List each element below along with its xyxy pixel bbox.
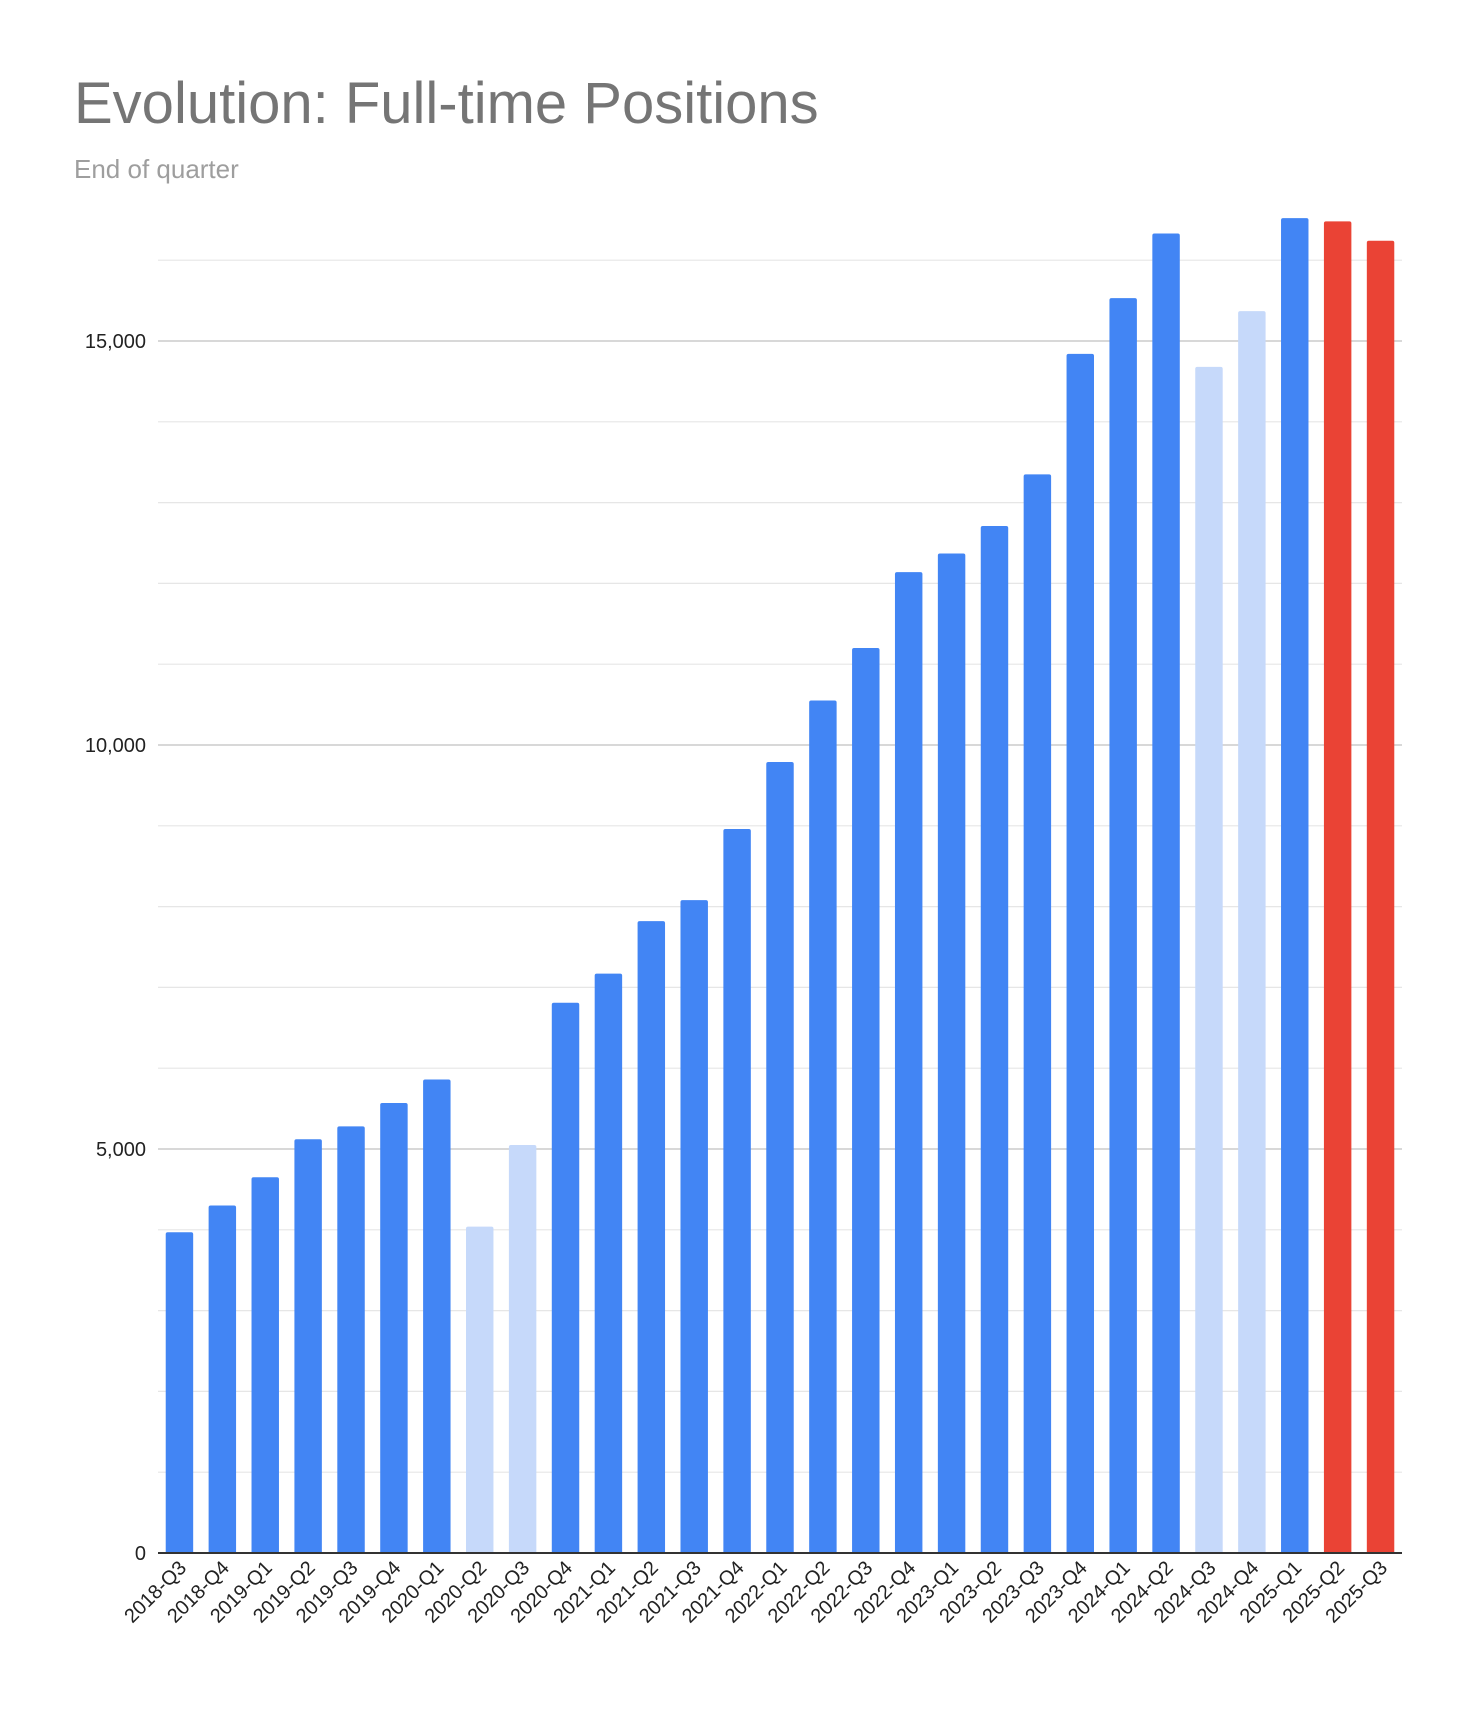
bar-2025-Q2: [1323, 221, 1352, 1553]
bar-2023-Q3: [1023, 474, 1052, 1553]
chart-title: Evolution: Full-time Positions: [74, 71, 819, 136]
bar-2023-Q2: [980, 526, 1009, 1553]
bar-2019-Q3: [337, 1126, 365, 1553]
y-tick-label: 5,000: [96, 1139, 146, 1161]
bar-2023-Q4: [1066, 353, 1095, 1554]
bar-2019-Q4: [380, 1102, 408, 1553]
bar-2019-Q1: [251, 1177, 279, 1553]
y-tick-label: 0: [135, 1543, 146, 1565]
bar-2024-Q4: [1238, 311, 1266, 1553]
bar-2021-Q3: [680, 900, 708, 1553]
y-tick-label: 10,000: [85, 735, 146, 757]
bar-2025-Q3: [1366, 240, 1395, 1554]
bar-2024-Q3: [1195, 366, 1223, 1554]
bar-2022-Q3: [852, 648, 880, 1553]
bar-2021-Q4: [723, 829, 751, 1553]
bar-2018-Q4: [208, 1205, 237, 1553]
bar-2019-Q2: [294, 1139, 322, 1553]
bars: [165, 218, 1395, 1554]
bar-2023-Q1: [937, 553, 966, 1553]
y-tick-label: 15,000: [85, 331, 146, 353]
bar-2025-Q1: [1281, 218, 1309, 1554]
bar-2020-Q1: [423, 1079, 451, 1553]
bar-2021-Q2: [637, 921, 666, 1553]
bar-2021-Q1: [594, 973, 623, 1553]
bar-2020-Q4: [551, 1002, 580, 1553]
y-axis-ticks: 0 5,000 10,000 15,000: [85, 331, 146, 1565]
x-axis-ticks: 2018-Q32018-Q42019-Q12019-Q22019-Q32019-…: [120, 1557, 1392, 1628]
bar-2018-Q3: [165, 1232, 194, 1553]
bar-2024-Q2: [1152, 233, 1180, 1553]
bar-2024-Q1: [1109, 298, 1137, 1553]
bar-2022-Q1: [766, 761, 794, 1553]
bar-2022-Q2: [809, 700, 837, 1553]
bar-2022-Q4: [894, 572, 923, 1553]
bar-2020-Q3: [508, 1144, 537, 1553]
chart-subtitle: End of quarter: [74, 154, 239, 184]
bar-2020-Q2: [465, 1226, 494, 1553]
